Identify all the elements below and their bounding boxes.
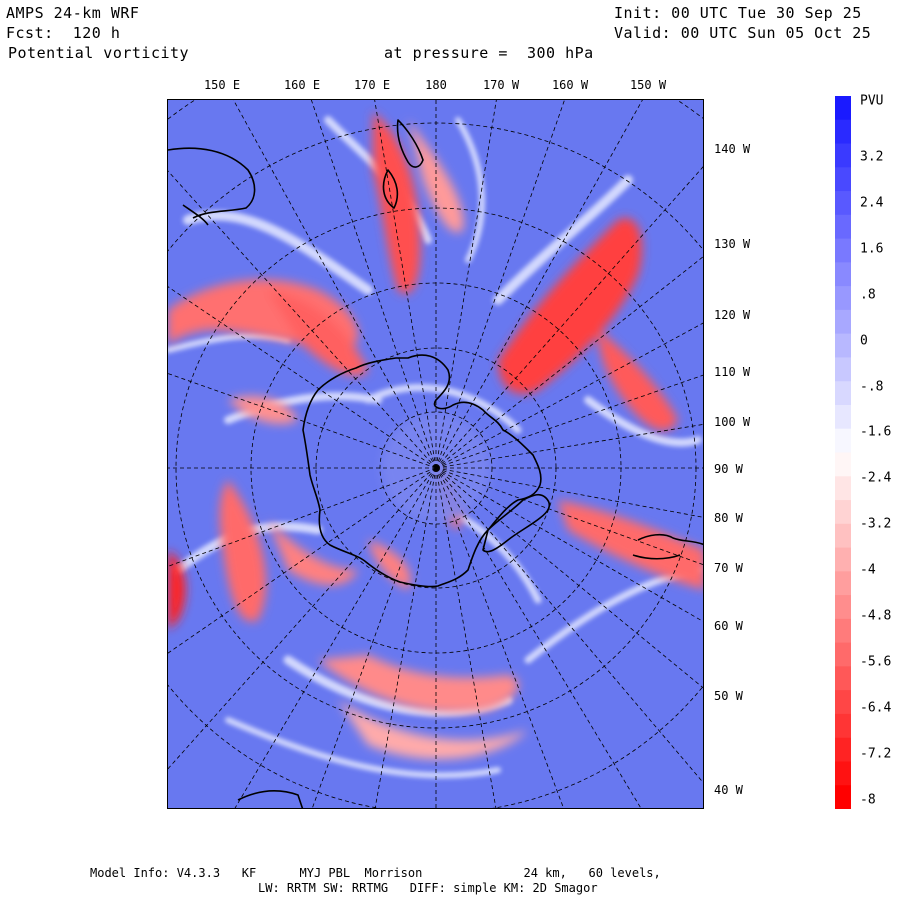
- pv-red-southwest: [219, 480, 267, 622]
- pv-red-south-arc-2: [338, 700, 528, 760]
- lon-label-130w: 130 W: [714, 237, 751, 251]
- pv-red-south-arc: [318, 655, 519, 713]
- south-africa-coast: [237, 790, 304, 808]
- colorbar-swatch: [835, 737, 851, 763]
- colorbar-swatches: [835, 96, 851, 810]
- pv-red-ne-jet-2: [598, 330, 678, 431]
- pv-red-east-band: [558, 500, 703, 590]
- lon-label-180: 180: [425, 78, 447, 92]
- colorbar-tick-label: -4: [860, 562, 876, 578]
- new-zealand-coast: [382, 119, 424, 209]
- australia-coast: [168, 147, 256, 226]
- colorbar-swatch: [835, 167, 851, 192]
- pv-red-west-band-2: [268, 290, 368, 376]
- lon-label-170e: 170 E: [353, 78, 391, 92]
- colorbar-tick-label: -1.6: [860, 424, 892, 440]
- coastlines: [168, 119, 703, 808]
- colorbar-swatch: [835, 428, 851, 454]
- model-info-line2: LW: RRTM SW: RRTMG DIFF: simple KM: 2D S…: [258, 881, 598, 895]
- colorbar-swatch: [835, 785, 851, 810]
- colorbar-swatch: [835, 119, 851, 145]
- lon-label-40w: 40 W: [714, 783, 743, 797]
- colorbar-tick-label: -4.8: [860, 608, 892, 624]
- pv-negative-features: [168, 112, 703, 760]
- pv-red-nz-tail: [408, 120, 464, 233]
- colorbar-swatch: [835, 214, 851, 240]
- pv-red-ne-jet: [498, 218, 642, 394]
- colorbar-swatch: [835, 595, 851, 620]
- antarctic-peninsula-coast: [482, 493, 551, 553]
- colorbar-swatch: [835, 238, 851, 263]
- forecast-hour: Fcst: 120 h: [6, 24, 121, 42]
- lon-label-60w: 60 W: [714, 619, 743, 633]
- lon-label-70w: 70 W: [714, 561, 743, 575]
- colorbar-swatch: [835, 286, 851, 311]
- colorbar-swatch: [835, 191, 851, 216]
- colorbar: [835, 96, 851, 810]
- colorbar-tick-label: 0: [860, 333, 868, 349]
- lon-label-170w: 170 W: [482, 78, 520, 92]
- pv-red-southwest-edge: [168, 550, 186, 630]
- colorbar-swatch: [835, 571, 851, 596]
- colorbar-swatch: [835, 618, 851, 644]
- colorbar-tick-label: 2.4: [860, 195, 884, 211]
- field-name: Potential vorticity: [8, 44, 190, 62]
- colorbar-swatch: [835, 666, 851, 691]
- colorbar-swatch: [835, 96, 851, 121]
- colorbar-tick-label: 3.2: [860, 149, 884, 165]
- pv-red-inner-1: [368, 540, 411, 590]
- colorbar-swatch: [835, 690, 851, 715]
- model-title: AMPS 24-km WRF: [6, 4, 140, 22]
- lon-label-160w: 160 W: [551, 78, 589, 92]
- lon-label-80w: 80 W: [714, 511, 743, 525]
- pressure-level: at pressure = 300 hPa: [384, 44, 594, 62]
- lon-label-90w: 90 W: [714, 462, 743, 476]
- colorbar-swatch: [835, 547, 851, 572]
- colorbar-swatch: [835, 523, 851, 549]
- lon-label-160e: 160 E: [283, 78, 321, 92]
- colorbar-swatch: [835, 262, 851, 287]
- lon-label-140w: 140 W: [714, 142, 751, 156]
- colorbar-swatch: [835, 476, 851, 501]
- south-america-coast: [632, 533, 703, 560]
- colorbar-tick-label: -8: [860, 792, 876, 808]
- colorbar-tick-label: .8: [860, 287, 876, 303]
- lon-label-150w: 150 W: [629, 78, 667, 92]
- init-time: Init: 00 UTC Tue 30 Sep 25: [614, 4, 862, 22]
- lon-label-50w: 50 W: [714, 689, 743, 703]
- colorbar-tick-label: -6.4: [860, 700, 892, 716]
- colorbar-swatch: [835, 309, 851, 335]
- pv-red-inner-2: [228, 396, 298, 424]
- colorbar-tick-label: 1.6: [860, 241, 884, 257]
- lon-label-120w: 120 W: [714, 308, 751, 322]
- pv-map: [167, 99, 704, 809]
- colorbar-tick-label: -5.6: [860, 654, 892, 670]
- colorbar-swatch: [835, 333, 851, 359]
- colorbar-swatch: [835, 642, 851, 667]
- colorbar-swatch: [835, 357, 851, 382]
- lon-label-150e: 150 E: [203, 78, 241, 92]
- colorbar-tick-label: -7.2: [860, 746, 892, 762]
- colorbar-unit: PVU: [860, 93, 884, 109]
- antarctica-coast: [302, 354, 542, 588]
- valid-time: Valid: 00 UTC Sun 05 Oct 25: [614, 24, 872, 42]
- colorbar-tick-label: -3.2: [860, 516, 892, 532]
- colorbar-swatch: [835, 761, 851, 786]
- colorbar-swatch: [835, 452, 851, 477]
- lon-label-110w: 110 W: [714, 365, 751, 379]
- colorbar-tick-label: -.8: [860, 379, 884, 394]
- colorbar-swatch: [835, 404, 851, 430]
- colorbar-tick-label: -2.4: [860, 470, 892, 486]
- colorbar-swatch: [835, 143, 851, 168]
- colorbar-swatch: [835, 500, 851, 525]
- colorbar-swatch: [835, 713, 851, 739]
- model-info-line1: Model Info: V4.3.3 KF MYJ PBL Morrison 2…: [90, 866, 661, 880]
- colorbar-swatch: [835, 381, 851, 406]
- latlon-grid: [168, 100, 703, 808]
- lon-label-100w: 100 W: [714, 415, 751, 429]
